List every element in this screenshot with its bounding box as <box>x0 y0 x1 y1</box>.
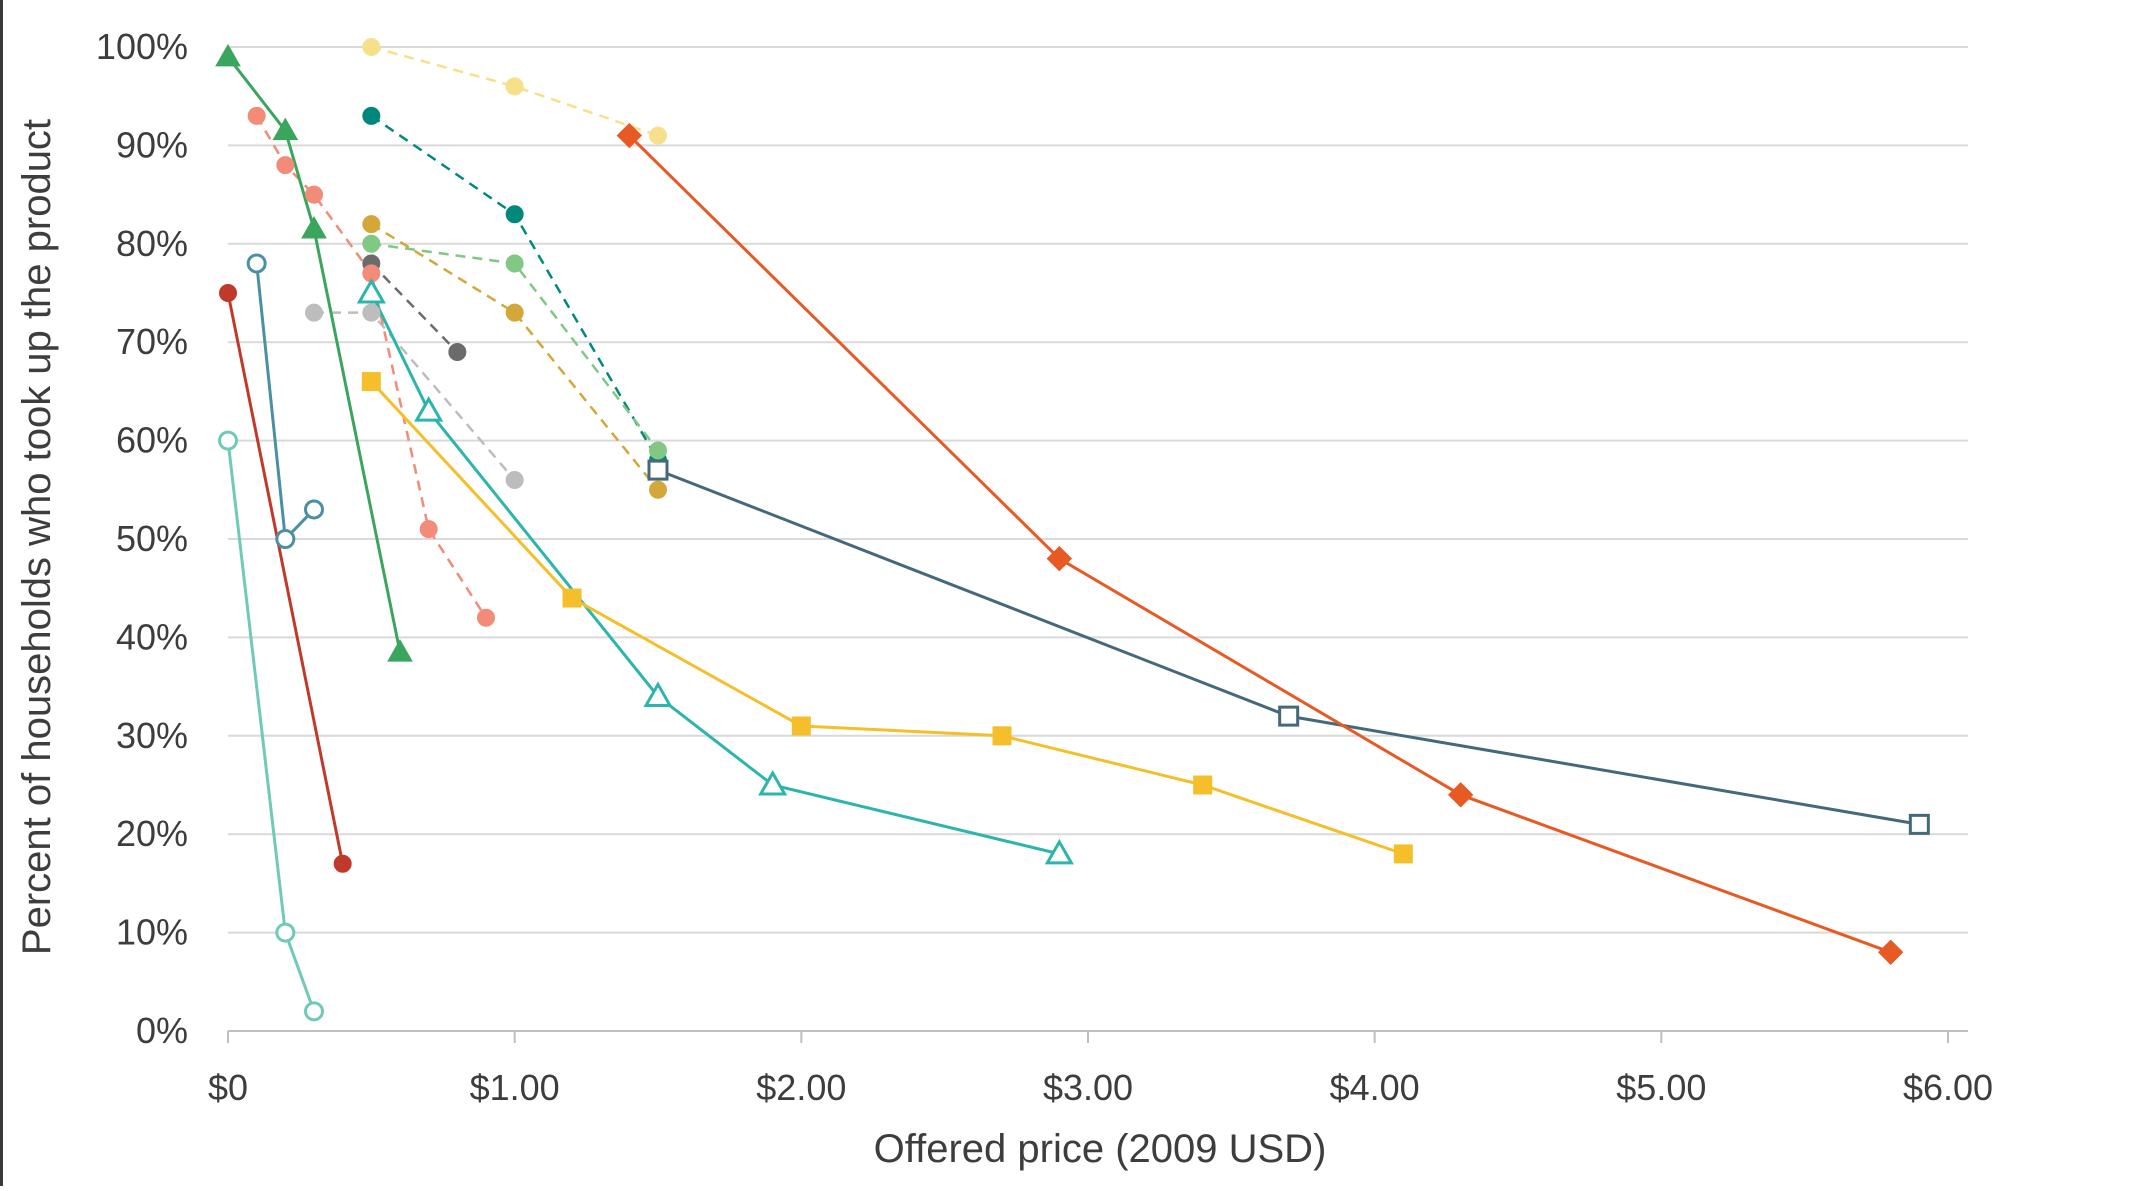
data-point <box>362 303 381 322</box>
y-axis-title: Percent of households who took up the pr… <box>15 119 59 955</box>
series-line-9 <box>226 292 345 865</box>
axes <box>227 1030 1968 1043</box>
data-point <box>562 588 582 608</box>
series-line-13 <box>370 380 1404 856</box>
y-tick-label: 30% <box>116 715 188 756</box>
x-tick-label: $3.00 <box>1043 1067 1133 1108</box>
y-tick-label: 40% <box>116 616 188 657</box>
data-point <box>758 769 788 796</box>
series-line-11 <box>226 440 316 1012</box>
data-point <box>219 284 237 302</box>
series-line-15 <box>628 134 1892 954</box>
y-tick-label: 60% <box>116 420 188 461</box>
data-point <box>992 726 1012 746</box>
data-point <box>1046 545 1073 572</box>
x-tick-label: $2.00 <box>756 1067 846 1108</box>
x-tick-label: $4.00 <box>1330 1067 1420 1108</box>
data-point <box>505 303 524 322</box>
data-point <box>387 639 413 662</box>
y-tick-label: 0% <box>136 1010 188 1051</box>
data-point <box>477 608 495 627</box>
data-point <box>218 430 238 451</box>
data-point <box>414 396 444 422</box>
data-point <box>1393 844 1413 864</box>
data-point <box>1908 813 1930 835</box>
y-tick-label: 10% <box>116 912 188 953</box>
y-tick-label: 80% <box>116 223 188 264</box>
data-point <box>1447 782 1474 808</box>
data-point <box>356 277 386 304</box>
data-point <box>419 520 438 539</box>
series-line-14 <box>657 468 1920 826</box>
series-line-6 <box>314 311 516 481</box>
series-lines <box>226 45 1920 1012</box>
data-point <box>272 117 299 141</box>
data-point <box>649 441 667 460</box>
data-point <box>361 372 381 392</box>
data-point <box>1193 775 1213 795</box>
data-point <box>647 459 669 481</box>
series-line-4 <box>370 223 659 491</box>
x-tick-label: $0 <box>208 1067 248 1108</box>
data-point <box>616 122 643 149</box>
frame-left-border <box>0 0 3 1186</box>
data-point <box>505 77 524 96</box>
data-point <box>276 156 295 175</box>
data-point <box>246 253 267 274</box>
data-point <box>505 205 524 224</box>
data-point <box>1278 705 1300 727</box>
data-point <box>247 106 266 125</box>
x-tick-label: $1.00 <box>470 1067 560 1108</box>
data-point <box>215 43 241 67</box>
series-line-2 <box>370 114 660 461</box>
y-tick-label: 20% <box>116 813 188 854</box>
data-point <box>649 126 667 145</box>
data-point <box>643 681 673 707</box>
series-line-5 <box>370 262 459 353</box>
data-point <box>1877 939 1904 965</box>
series-line-10 <box>255 263 316 543</box>
series-line-12 <box>369 292 1060 856</box>
data-point <box>362 38 381 56</box>
y-tick-label: 70% <box>116 321 188 362</box>
x-axis-title: Offered price (2009 USD) <box>874 1127 1327 1171</box>
data-point <box>362 215 381 234</box>
gridlines <box>228 46 1968 934</box>
tick-labels: 0% 10% 20% 30% 40% 50% 60% 70% 80% 90% 100% $0 $1.00… <box>96 26 1993 1108</box>
data-point <box>333 854 352 873</box>
data-point <box>448 343 467 362</box>
data-point <box>791 716 811 736</box>
y-tick-label: 90% <box>116 124 188 165</box>
series-line-8 <box>226 55 402 653</box>
data-point <box>304 1001 324 1022</box>
data-point <box>362 234 381 253</box>
data-point <box>1044 838 1074 865</box>
data-point <box>305 303 323 322</box>
data-point <box>275 529 296 549</box>
data-point <box>505 254 524 273</box>
data-point <box>649 480 667 499</box>
y-tick-label: 100% <box>96 26 188 67</box>
data-point <box>305 185 323 204</box>
data-point <box>362 106 381 125</box>
x-tick-label: $6.00 <box>1903 1067 1993 1108</box>
x-tick-label: $5.00 <box>1616 1067 1706 1108</box>
data-point <box>275 922 296 943</box>
series-line-3 <box>371 242 659 452</box>
y-tick-label: 50% <box>116 518 188 559</box>
data-point <box>301 216 327 239</box>
data-point <box>505 470 524 489</box>
data-point <box>304 499 324 520</box>
series-markers <box>215 38 1930 1022</box>
